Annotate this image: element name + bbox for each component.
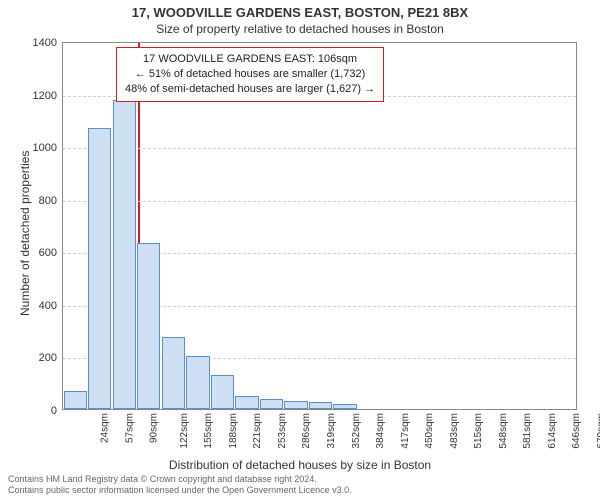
x-tick-label: 57sqm [124,413,135,443]
y-tick-label: 200 [39,352,63,364]
gridline [63,201,576,202]
info-line-1: 17 WOODVILLE GARDENS EAST: 106sqm [125,52,375,67]
bar [260,399,283,410]
x-tick-label: 450sqm [424,413,435,449]
x-tick-label: 679sqm [596,413,600,449]
x-tick-label: 384sqm [375,413,386,449]
bar [113,100,136,409]
x-tick-label: 319sqm [326,413,337,449]
info-line-2: ← 51% of detached houses are smaller (1,… [125,67,375,82]
bar [211,375,234,409]
bar [186,356,209,409]
chart-title-address: 17, WOODVILLE GARDENS EAST, BOSTON, PE21… [0,5,600,20]
x-tick-label: 188sqm [228,413,239,449]
footer-line-2: Contains public sector information licen… [8,485,352,496]
bar [162,337,185,409]
x-tick-label: 548sqm [498,413,509,449]
bar [284,401,307,409]
x-tick-label: 24sqm [100,413,111,443]
x-tick-label: 286sqm [302,413,313,449]
x-tick-label: 515sqm [473,413,484,449]
info-box: 17 WOODVILLE GARDENS EAST: 106sqm ← 51% … [116,47,384,102]
y-tick-label: 1400 [33,37,63,49]
x-tick-label: 155sqm [203,413,214,449]
x-tick-label: 122sqm [179,413,190,449]
x-tick-label: 352sqm [351,413,362,449]
chart-title-sub: Size of property relative to detached ho… [0,22,600,36]
x-axis-label: Distribution of detached houses by size … [0,458,600,472]
y-tick-label: 0 [51,405,63,417]
bar [88,128,111,409]
x-tick-label: 417sqm [400,413,411,449]
y-tick-label: 400 [39,300,63,312]
x-tick-label: 90sqm [149,413,160,443]
bar [309,402,332,409]
footer-line-1: Contains HM Land Registry data © Crown c… [8,474,352,485]
bar [333,404,356,409]
footer-attribution: Contains HM Land Registry data © Crown c… [8,474,352,497]
bar [64,391,87,409]
x-tick-label: 483sqm [449,413,460,449]
x-tick-label: 221sqm [252,413,263,449]
bar [235,396,258,409]
gridline [63,148,576,149]
bar [137,243,160,409]
x-tick-label: 614sqm [547,413,558,449]
x-tick-label: 646sqm [571,413,582,449]
y-tick-label: 800 [39,195,63,207]
y-tick-label: 1000 [33,142,63,154]
y-tick-label: 600 [39,247,63,259]
y-axis-label: Number of detached properties [18,151,32,316]
info-line-3: 48% of semi-detached houses are larger (… [125,82,375,97]
chart-container: 17, WOODVILLE GARDENS EAST, BOSTON, PE21… [0,0,600,500]
plot-area: 020040060080010001200140024sqm57sqm90sqm… [62,42,577,410]
x-tick-label: 581sqm [522,413,533,449]
y-tick-label: 1200 [33,90,63,102]
x-tick-label: 253sqm [277,413,288,449]
